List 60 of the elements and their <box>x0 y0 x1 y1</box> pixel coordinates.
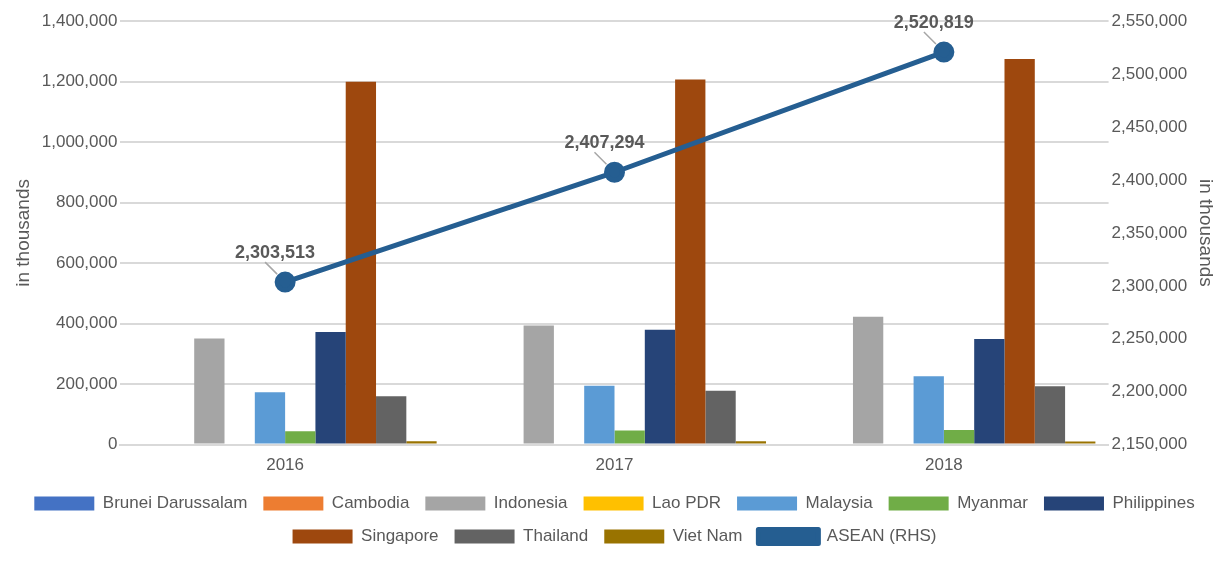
bar <box>523 325 554 444</box>
point <box>274 271 296 293</box>
bar <box>1065 441 1096 444</box>
y-tick-label: 1,400,000 <box>41 10 118 30</box>
y2-tick-label: 2,550,000 <box>1111 10 1188 30</box>
bar <box>285 431 316 444</box>
y-tick-label: 0 <box>107 434 118 454</box>
legend-label: Cambodia <box>331 493 410 513</box>
y-tick-label: 400,000 <box>55 313 118 333</box>
y-tick-label: 800,000 <box>55 192 118 212</box>
legend-label: ASEAN (RHS) <box>826 526 937 546</box>
bar <box>376 396 407 444</box>
bar <box>406 441 437 444</box>
bar <box>735 441 767 444</box>
legend-label: Thailand <box>523 526 589 546</box>
legend-label: Lao PDR <box>652 493 722 513</box>
y-axis-title: in thousands <box>11 179 33 287</box>
bar <box>675 79 706 444</box>
y-tick-label: 1,000,000 <box>41 131 118 151</box>
bar <box>705 390 736 444</box>
bar <box>644 329 676 444</box>
data-label: 2,407,294 <box>564 132 645 153</box>
legend-label: Malaysia <box>805 493 874 513</box>
data-label: 2,303,513 <box>235 242 316 263</box>
y2-tick-label: 2,150,000 <box>1111 434 1188 454</box>
bar <box>1004 59 1035 444</box>
bar <box>913 376 944 444</box>
bar <box>1034 386 1066 444</box>
bar <box>345 81 377 444</box>
y-tick-label: 1,200,000 <box>41 71 118 91</box>
legend-label: Philippines <box>1112 493 1195 513</box>
y2-tick-label: 2,400,000 <box>1111 169 1188 189</box>
data-label: 2,520,819 <box>893 12 974 33</box>
y2-tick-label: 2,300,000 <box>1111 275 1188 295</box>
y2-tick-label: 2,500,000 <box>1111 63 1188 83</box>
bar <box>194 338 225 444</box>
bar <box>584 385 615 444</box>
bar <box>254 392 286 444</box>
legend-label: Myanmar <box>957 493 1029 513</box>
y2-tick-label: 2,250,000 <box>1111 328 1188 348</box>
bar <box>614 430 645 444</box>
bar <box>852 316 884 444</box>
legend-label: Viet Nam <box>672 526 743 546</box>
bar <box>315 332 346 444</box>
legend-label: Indonesia <box>493 493 569 513</box>
y-tick-label: 200,000 <box>55 373 118 393</box>
point <box>604 161 625 183</box>
bar <box>974 339 1005 444</box>
y2-tick-label: 2,450,000 <box>1111 116 1188 136</box>
legend-label: Brunei Darussalam <box>102 493 248 513</box>
legend-label: Singapore <box>361 526 439 546</box>
y-tick-label: 600,000 <box>55 252 118 272</box>
x-tick-label: 2018 <box>924 455 963 475</box>
bar <box>943 430 975 444</box>
y2-axis-title: in thousands <box>1196 179 1218 287</box>
y2-tick-label: 2,350,000 <box>1111 222 1188 242</box>
x-tick-label: 2017 <box>595 455 634 475</box>
point <box>933 41 955 63</box>
x-tick-label: 2016 <box>266 455 305 475</box>
y2-tick-label: 2,200,000 <box>1111 381 1188 401</box>
